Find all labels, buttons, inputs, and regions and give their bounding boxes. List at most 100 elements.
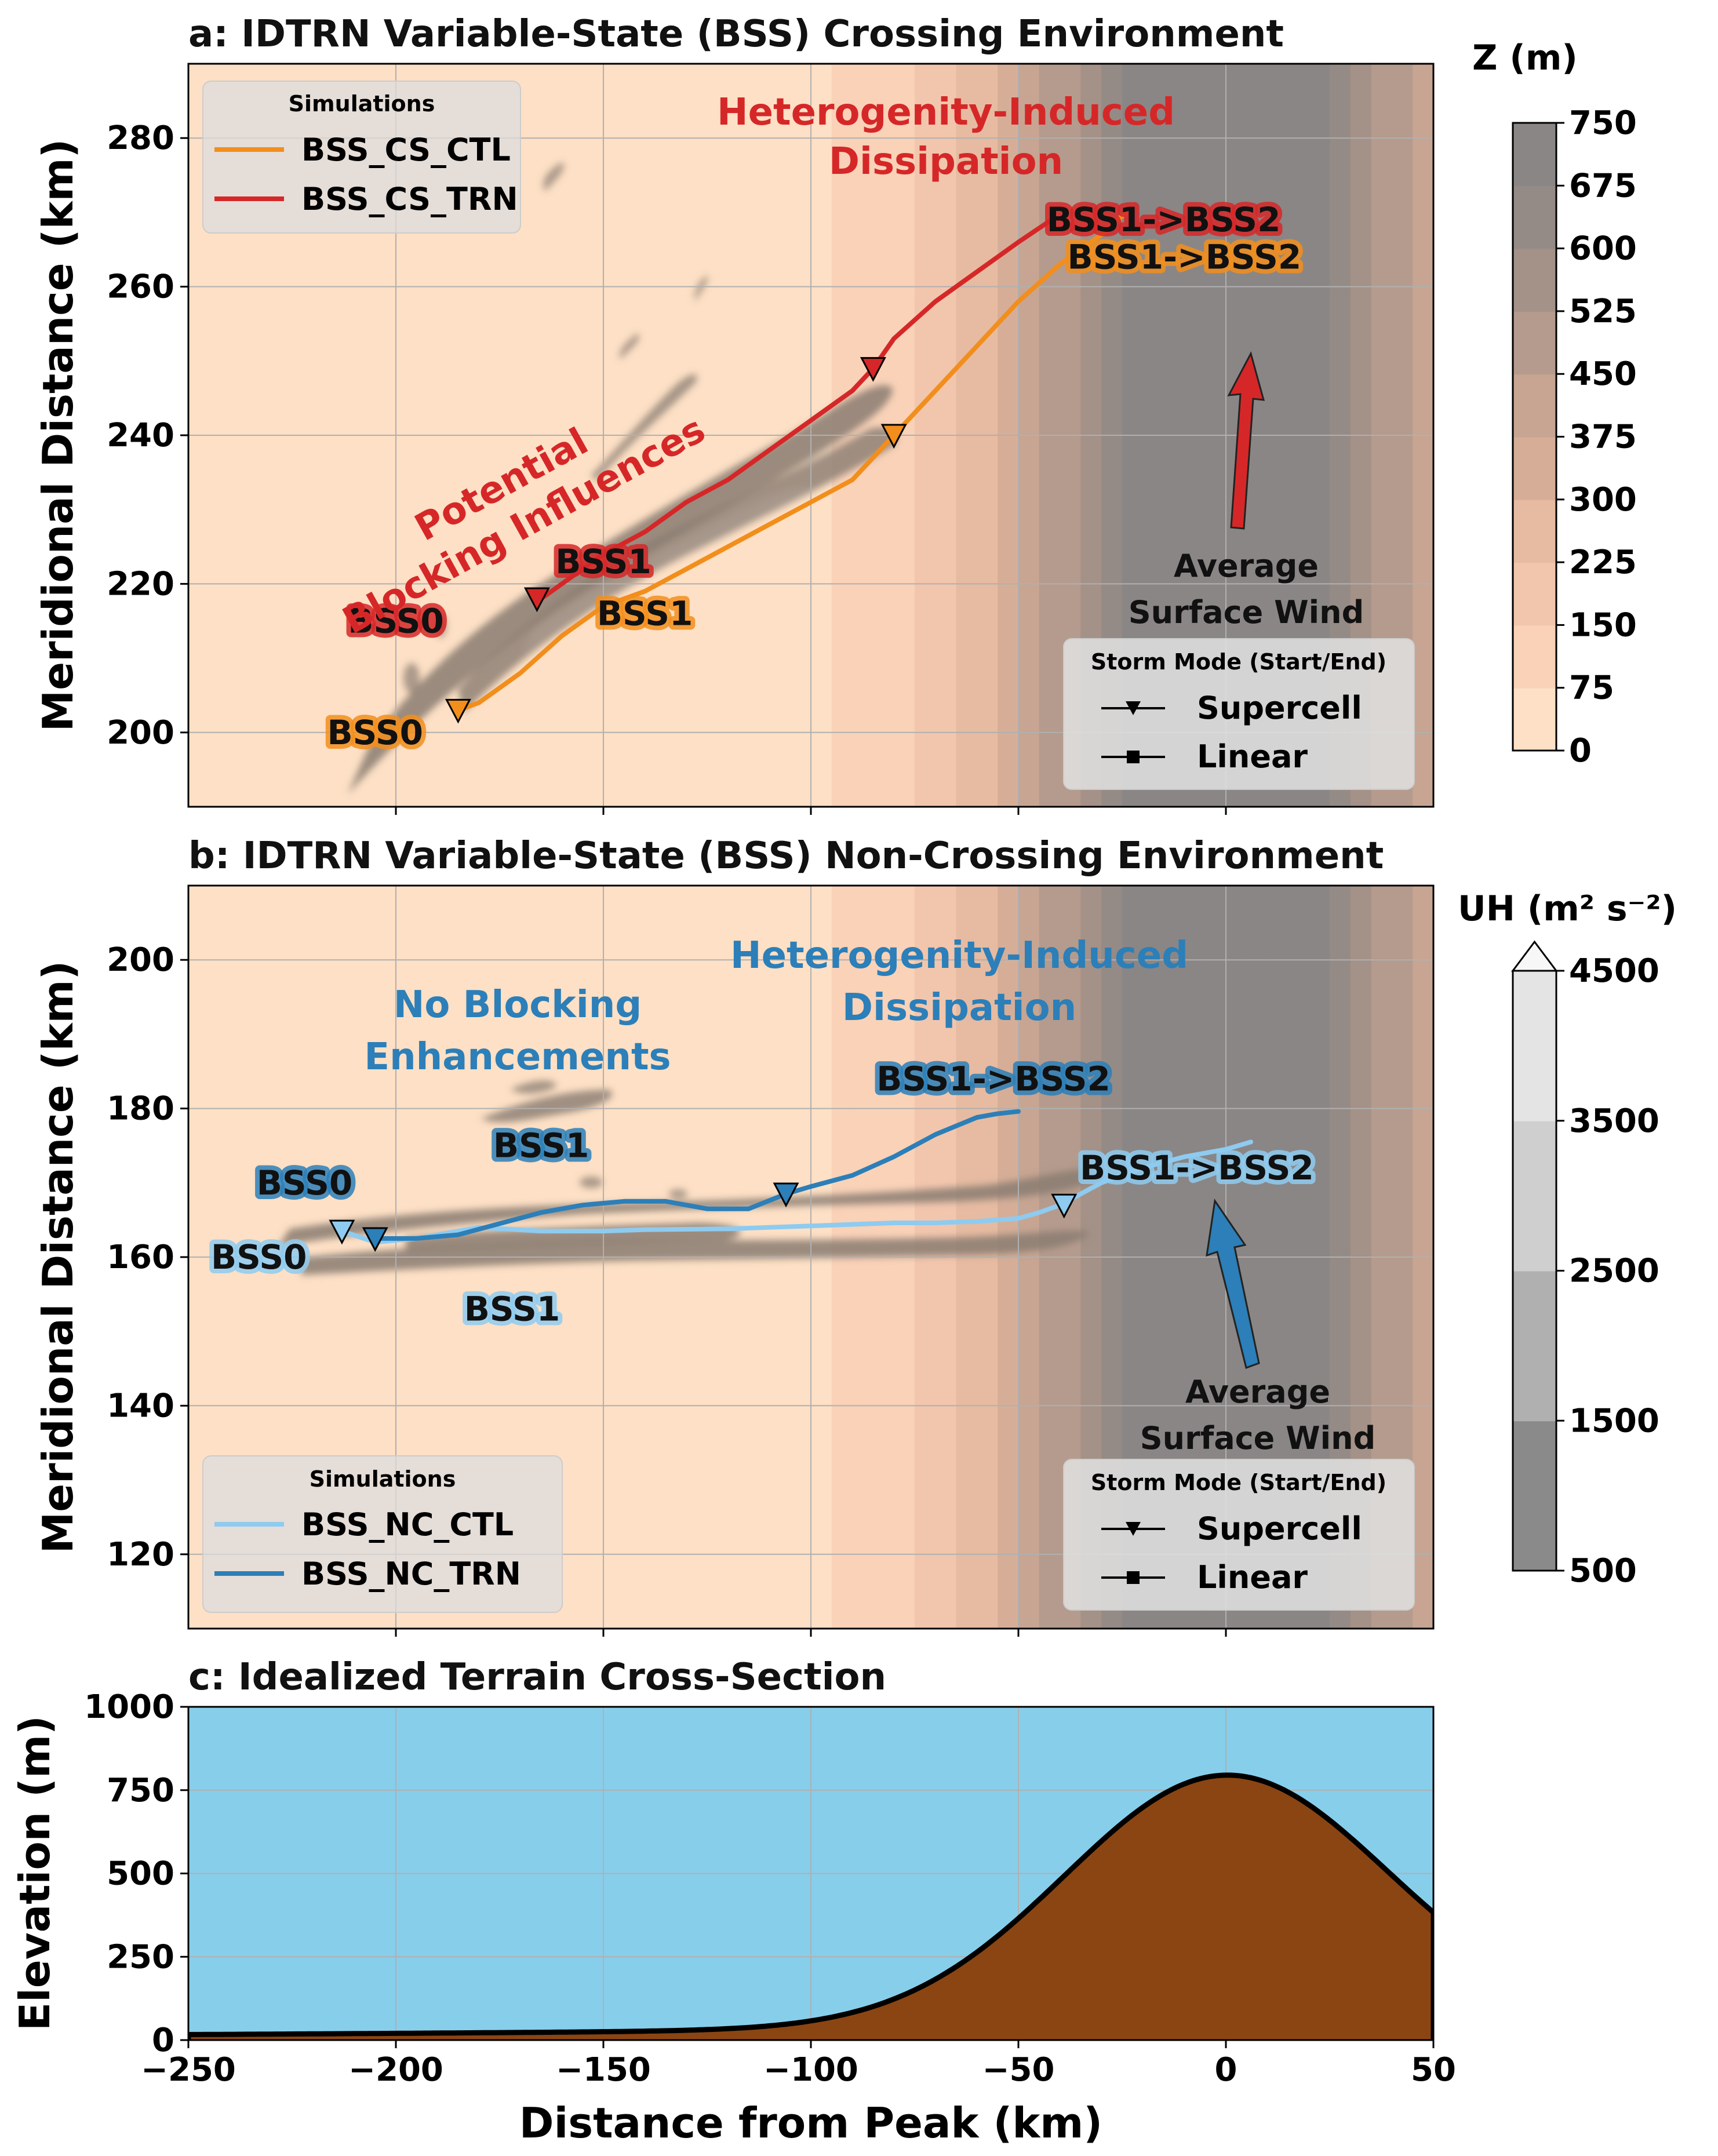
legend-box (1063, 638, 1415, 790)
wind-label-line: Average (1185, 1374, 1330, 1410)
y-tick-label: 220 (107, 565, 174, 603)
wind-arrow-icon (1227, 351, 1265, 530)
legend-entry: BSS_CS_TRN (301, 181, 518, 217)
colorbar-tick-label: 4500 (1569, 952, 1659, 990)
annotation-dissipation-line: Heterogenity-Induced (717, 91, 1175, 134)
state-label: BSS1->BSS2 (1068, 237, 1302, 276)
colorbar-segment (1513, 971, 1556, 1121)
state-label-halo: BSS1->BSS2 (876, 1059, 1111, 1098)
colorbar-segment (1513, 687, 1556, 751)
uh-swaths-a (348, 162, 897, 794)
colorbar-tick-label: 150 (1569, 606, 1637, 644)
markers-b (329, 1182, 1078, 1252)
y-tick-label: 160 (107, 1239, 174, 1276)
uh-swath (403, 663, 420, 693)
state-label-halo: BSS1 (597, 594, 693, 633)
y-tick-label: 1000 (84, 1688, 174, 1726)
wind-label-line: Surface Wind (1140, 1420, 1376, 1456)
track-BSS_NC_CTL (339, 1139, 1253, 1245)
panel-a: a: IDTRN Variable-State (BSS) Crossing E… (34, 13, 1435, 815)
uh-swath (669, 1189, 687, 1199)
colorbar-tick-label: 2500 (1569, 1252, 1659, 1290)
colorbar-tick-label: 375 (1569, 418, 1637, 456)
state-label: BSS1->BSS2 (876, 1059, 1111, 1098)
colorbar-segment (1513, 374, 1556, 438)
state-label-halo: BSS0 (348, 602, 444, 641)
state-label: BSS0 (327, 713, 423, 752)
colorbar-segment (1513, 311, 1556, 375)
y-ticks-c: 0 250 500 750 1000 (84, 1688, 188, 2059)
colorbar-segment (1513, 1421, 1556, 1571)
colorbar-segment (1513, 1270, 1556, 1422)
annotation-dissipation-line: Heterogenity-Induced (730, 934, 1188, 977)
wind-arrow-icon (1206, 1198, 1260, 1369)
uh-swath (580, 1177, 603, 1188)
state-label-halo: BSS0 (257, 1163, 353, 1203)
colorbar-uh-title: UH (m² s⁻²) (1458, 888, 1677, 929)
state-label: BSS1 (555, 542, 651, 581)
y-tick-label: 140 (107, 1387, 174, 1425)
linear-marker-icon (1127, 1571, 1140, 1584)
state-label: BSS1 (597, 594, 693, 633)
legend-title: Simulations (289, 91, 435, 116)
colorbar-tick-label: 300 (1569, 481, 1637, 519)
state-labels-a: BSS0BSS0BSS1BSS1BSS1->BSS2BSS1->BSS2BSS0… (322, 195, 1306, 757)
x-axis-label-c: Distance from Peak (km) (519, 2099, 1102, 2147)
panel-a-title: a: IDTRN Variable-State (BSS) Crossing E… (188, 13, 1284, 56)
y-tick-label: 120 (107, 1536, 174, 1574)
y-tick-label: 250 (107, 1938, 174, 1976)
panel-b: b: IDTRN Variable-State (BSS) Non-Crossi… (34, 835, 1435, 1637)
wind-arrow-b (1206, 1198, 1260, 1369)
uh-swath (522, 488, 811, 655)
colorbar-tick-label: 0 (1569, 732, 1592, 770)
colorbar-segment (1513, 436, 1556, 500)
supercell-marker (860, 357, 886, 382)
x-tick-label: −100 (763, 2051, 858, 2089)
legend-entry: Supercell (1197, 1510, 1362, 1547)
legend-entry: BSS_NC_TRN (301, 1556, 521, 1592)
colorbar-tick-label: 750 (1569, 104, 1637, 142)
uh-swath (348, 385, 893, 794)
panel-b-title: b: IDTRN Variable-State (BSS) Non-Crossi… (188, 835, 1384, 877)
state-label-halo: BSS1->BSS2 (1047, 200, 1281, 239)
colorbar-tick-label: 450 (1569, 355, 1637, 393)
colorbar-z: Z (m) 0 75 150 225 300 375 450 525 600 675 750 (1472, 38, 1637, 770)
wind-arrow-a (1227, 351, 1265, 530)
supercell-marker-icon (1126, 1522, 1141, 1536)
track-BSS_CS_TRN (538, 217, 1054, 601)
state-label-halo: BSS0 (211, 1237, 307, 1277)
uh-swath (620, 333, 639, 359)
x-tick-label: 50 (1411, 2051, 1456, 2089)
colorbar-tick-label: 225 (1569, 544, 1637, 581)
colorbar-segment (1513, 248, 1556, 312)
markers-a (445, 357, 907, 724)
legend-storm-mode-a: Storm Mode (Start/End) Supercell Linear (1063, 638, 1415, 790)
colorbar-segment (1513, 562, 1556, 626)
state-label: BSS0 (348, 602, 444, 641)
state-label: BSS0 (257, 1163, 353, 1203)
annotation-dissipation-line: Dissipation (842, 986, 1076, 1029)
annotation-no-blocking-line: No Blocking (394, 984, 642, 1026)
state-label: BSS1->BSS2 (1047, 200, 1281, 239)
legend-simulations-b: Simulations BSS_NC_CTL BSS_NC_TRN (202, 1455, 563, 1613)
colorbar-segment (1513, 185, 1556, 249)
annotation-dissipation-line: Dissipation (829, 140, 1063, 183)
y-axis-label-a: Meridional Distance (km) (34, 139, 82, 732)
uh-swath (481, 1090, 613, 1123)
legend-entry: Linear (1197, 1559, 1308, 1596)
y-ticks-a: 200 220 240 260 280 (107, 119, 188, 752)
panel-c-title: c: Idealized Terrain Cross-Section (188, 1656, 886, 1699)
supercell-marker-icon (1126, 701, 1141, 715)
colorbar-tick-label: 3500 (1569, 1102, 1659, 1140)
state-label-halo: BSS1 (493, 1126, 589, 1166)
colorbar-z-title: Z (m) (1472, 38, 1578, 78)
uh-swath (435, 614, 446, 638)
legend-entry: BSS_NC_CTL (301, 1506, 514, 1543)
supercell-marker (1051, 1193, 1078, 1219)
colorbar-tick-label: 525 (1569, 293, 1637, 330)
supercell-marker (773, 1182, 799, 1208)
y-axis-label-c: Elevation (m) (10, 1716, 59, 2031)
linear-marker-icon (1127, 751, 1140, 763)
legend-entry: Supercell (1197, 690, 1362, 726)
terrain-area (188, 1772, 1433, 2040)
